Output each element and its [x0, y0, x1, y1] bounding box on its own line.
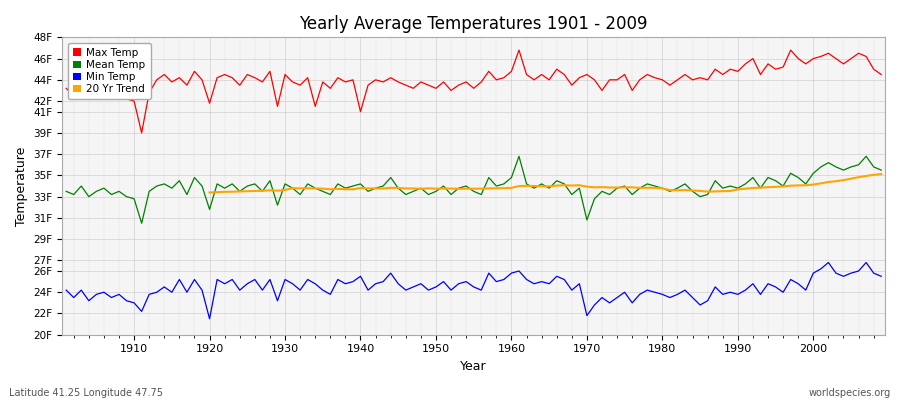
X-axis label: Year: Year	[461, 360, 487, 373]
20 Yr Trend	[204, 190, 215, 195]
Min Temp	[876, 274, 886, 279]
Min Temp	[506, 271, 517, 276]
Min Temp	[604, 300, 615, 305]
Max Temp	[514, 48, 525, 52]
Max Temp	[294, 83, 305, 88]
Mean Temp	[514, 154, 525, 159]
Max Temp	[612, 78, 623, 82]
Title: Yearly Average Temperatures 1901 - 2009: Yearly Average Temperatures 1901 - 2009	[300, 15, 648, 33]
Min Temp	[204, 316, 215, 321]
Line: Min Temp: Min Temp	[67, 262, 881, 319]
Min Temp	[340, 281, 351, 286]
Min Temp	[294, 288, 305, 292]
Mean Temp	[122, 194, 132, 199]
20 Yr Trend	[294, 186, 305, 191]
Max Temp	[506, 69, 517, 74]
Max Temp	[521, 72, 532, 77]
Text: worldspecies.org: worldspecies.org	[809, 388, 891, 398]
Max Temp	[136, 130, 147, 135]
20 Yr Trend	[846, 176, 857, 181]
Y-axis label: Temperature: Temperature	[15, 146, 28, 226]
Max Temp	[876, 72, 886, 77]
Min Temp	[61, 288, 72, 292]
20 Yr Trend	[408, 186, 418, 191]
Text: Latitude 41.25 Longitude 47.75: Latitude 41.25 Longitude 47.75	[9, 388, 163, 398]
Mean Temp	[136, 221, 147, 226]
Min Temp	[514, 268, 525, 273]
Legend: Max Temp, Mean Temp, Min Temp, 20 Yr Trend: Max Temp, Mean Temp, Min Temp, 20 Yr Tre…	[68, 42, 150, 99]
Line: Max Temp: Max Temp	[67, 50, 881, 133]
Line: 20 Yr Trend: 20 Yr Trend	[210, 174, 881, 192]
Max Temp	[122, 96, 132, 101]
Mean Temp	[612, 186, 623, 190]
Line: Mean Temp: Mean Temp	[67, 156, 881, 223]
20 Yr Trend	[672, 188, 683, 193]
Min Temp	[823, 260, 833, 265]
Mean Temp	[506, 175, 517, 180]
Mean Temp	[521, 182, 532, 186]
Mean Temp	[294, 192, 305, 197]
Mean Temp	[340, 186, 351, 190]
20 Yr Trend	[778, 184, 788, 189]
Mean Temp	[61, 189, 72, 194]
20 Yr Trend	[762, 185, 773, 190]
Mean Temp	[876, 168, 886, 172]
20 Yr Trend	[876, 172, 886, 176]
Max Temp	[61, 86, 72, 91]
Min Temp	[122, 298, 132, 303]
Max Temp	[340, 80, 351, 84]
